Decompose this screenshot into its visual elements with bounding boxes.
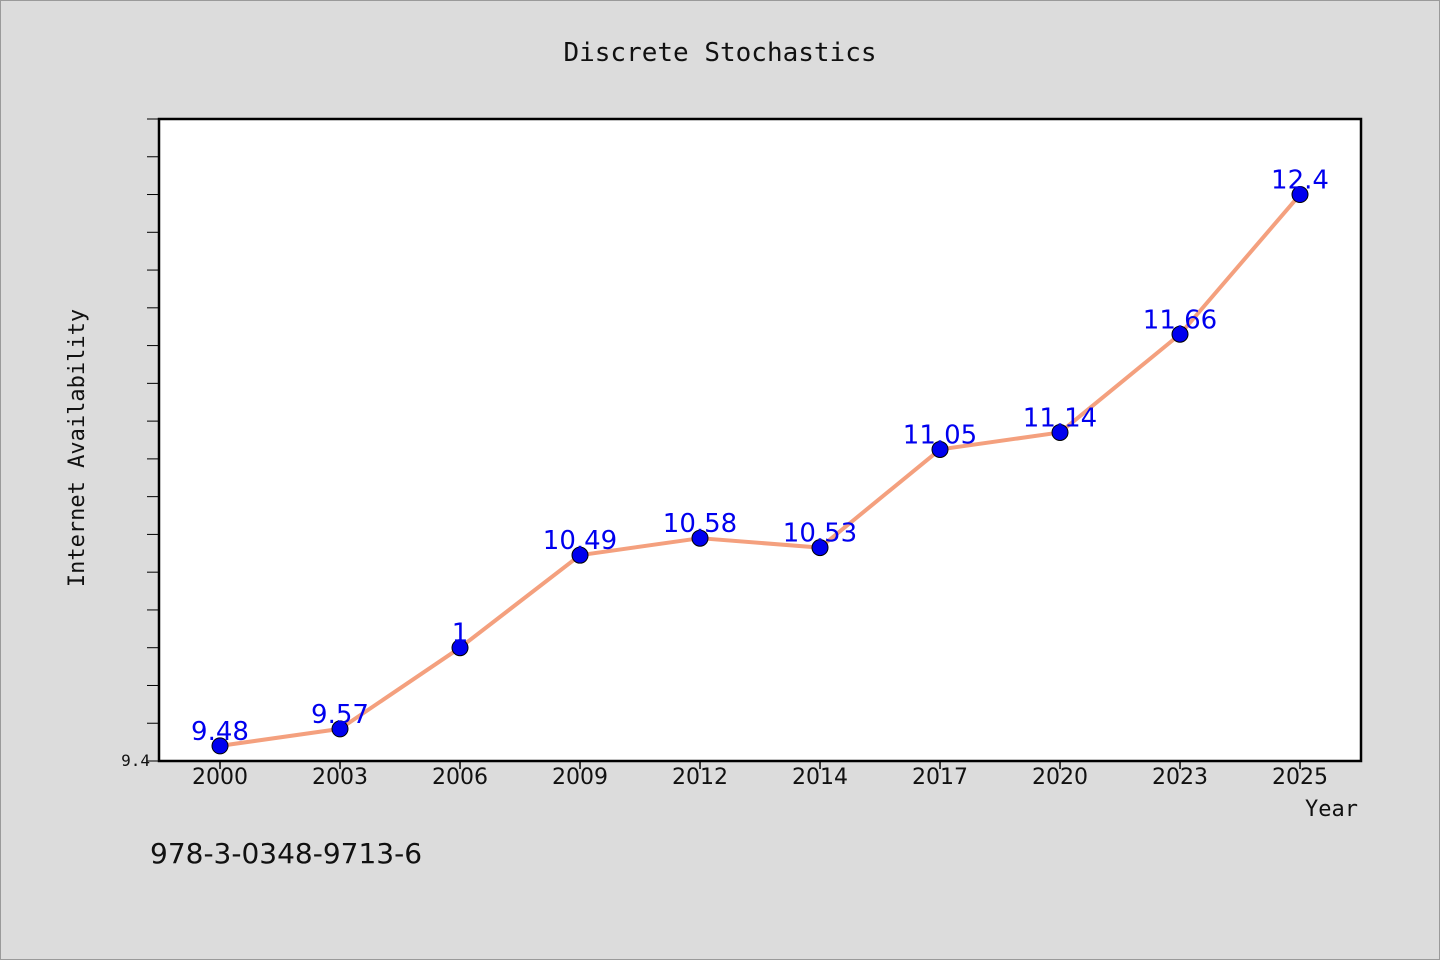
series-line-layer bbox=[218, 192, 1302, 748]
data-label: 10.53 bbox=[783, 519, 857, 549]
x-tick-label: 2009 bbox=[552, 765, 608, 790]
data-point bbox=[1171, 325, 1189, 343]
isbn-text: 978-3-0348-9713-6 bbox=[150, 837, 422, 870]
data-point bbox=[571, 546, 589, 564]
data-point bbox=[451, 639, 469, 657]
y-min-tick-label: 9.4 bbox=[121, 751, 150, 770]
x-tick-label: 2025 bbox=[1272, 765, 1328, 790]
data-point bbox=[1291, 186, 1309, 204]
x-axis-label: Year bbox=[1305, 797, 1358, 822]
y-axis-label: Internet Availability bbox=[65, 309, 90, 587]
data-label: 9.57 bbox=[311, 700, 369, 730]
data-label: 9.48 bbox=[191, 717, 249, 747]
data-point bbox=[331, 720, 349, 738]
data-label: 10.58 bbox=[663, 509, 737, 539]
data-label: 1 bbox=[452, 619, 469, 649]
data-point bbox=[811, 539, 829, 557]
data-point bbox=[931, 440, 949, 458]
data-point bbox=[691, 529, 709, 547]
data-label: 11.05 bbox=[903, 420, 977, 450]
x-tick-label: 2020 bbox=[1032, 765, 1088, 790]
data-point bbox=[211, 737, 229, 755]
data-label: 11.14 bbox=[1023, 403, 1097, 433]
x-tick-label: 2023 bbox=[1152, 765, 1208, 790]
data-label: 10.49 bbox=[543, 526, 617, 556]
data-points-layer bbox=[211, 186, 1309, 755]
data-label: 11.66 bbox=[1143, 305, 1217, 335]
chart-title: Discrete Stochastics bbox=[563, 38, 876, 68]
x-tick-label: 2014 bbox=[792, 765, 848, 790]
x-tick-label: 2003 bbox=[312, 765, 368, 790]
x-tick-label: 2000 bbox=[192, 765, 248, 790]
y-axis-ticks bbox=[147, 118, 159, 762]
x-axis-ticks: 2000 2003 2006 2009 2012 2014 2017 2020 2023 2025 bbox=[192, 761, 1328, 790]
x-tick-label: 2017 bbox=[912, 765, 968, 790]
plot-area bbox=[157, 117, 1363, 763]
data-label: 12.4 bbox=[1271, 166, 1329, 196]
x-tick-label: 2012 bbox=[672, 765, 728, 790]
x-tick-label: 2006 bbox=[432, 765, 488, 790]
series-line bbox=[218, 192, 1302, 748]
data-labels-layer: 9.48 9.57 1 10.49 10.58 10.53 11.05 11.14 11.66 1… bbox=[191, 166, 1329, 747]
data-point bbox=[1051, 423, 1069, 441]
